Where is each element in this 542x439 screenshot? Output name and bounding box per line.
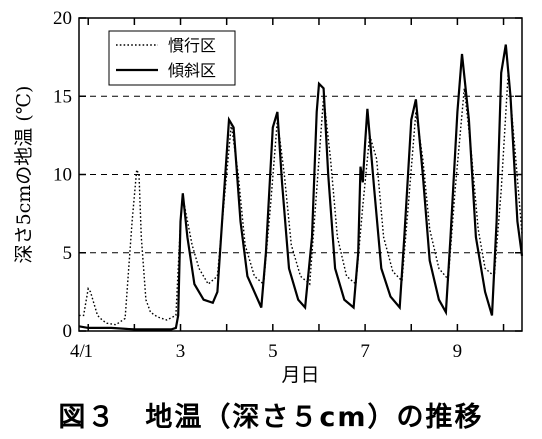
grid-lines [79, 95, 522, 254]
y-tick-label-5: 5 [63, 243, 73, 264]
x-tick-label-5: 5 [268, 341, 278, 362]
y-axis-label: 深さ5cmの地温 (℃) [13, 86, 35, 264]
legend-box [108, 30, 236, 86]
series-line-kanko [79, 72, 523, 326]
y-tick-label-15: 15 [53, 86, 72, 107]
axis-tick-labels: 0 5 10 15 20 1 3 5 7 9 [53, 8, 462, 362]
figure-caption: 図３ 地温（深さ５cm）の推移 [58, 402, 484, 433]
x-tick-label-9: 9 [453, 341, 463, 362]
x-tick-label-1: 1 [83, 341, 93, 362]
plot-lines [78, 44, 524, 331]
legend: 慣行区 傾斜区 [108, 30, 236, 86]
x-tick-label-3: 3 [176, 341, 186, 362]
series-line-keisha [78, 44, 524, 331]
y-tick-label-20: 20 [53, 8, 72, 29]
legend-label-kanko: 慣行区 [168, 36, 216, 55]
x-tick-month-prefix: 4/ [70, 341, 86, 362]
x-axis-label: 月日 [281, 364, 319, 386]
axis-ticks [79, 17, 522, 332]
y-tick-label-10: 10 [53, 165, 72, 186]
x-tick-label-7: 7 [360, 341, 370, 362]
legend-label-keisha: 傾斜区 [168, 61, 216, 80]
y-tick-label-0: 0 [63, 321, 73, 342]
